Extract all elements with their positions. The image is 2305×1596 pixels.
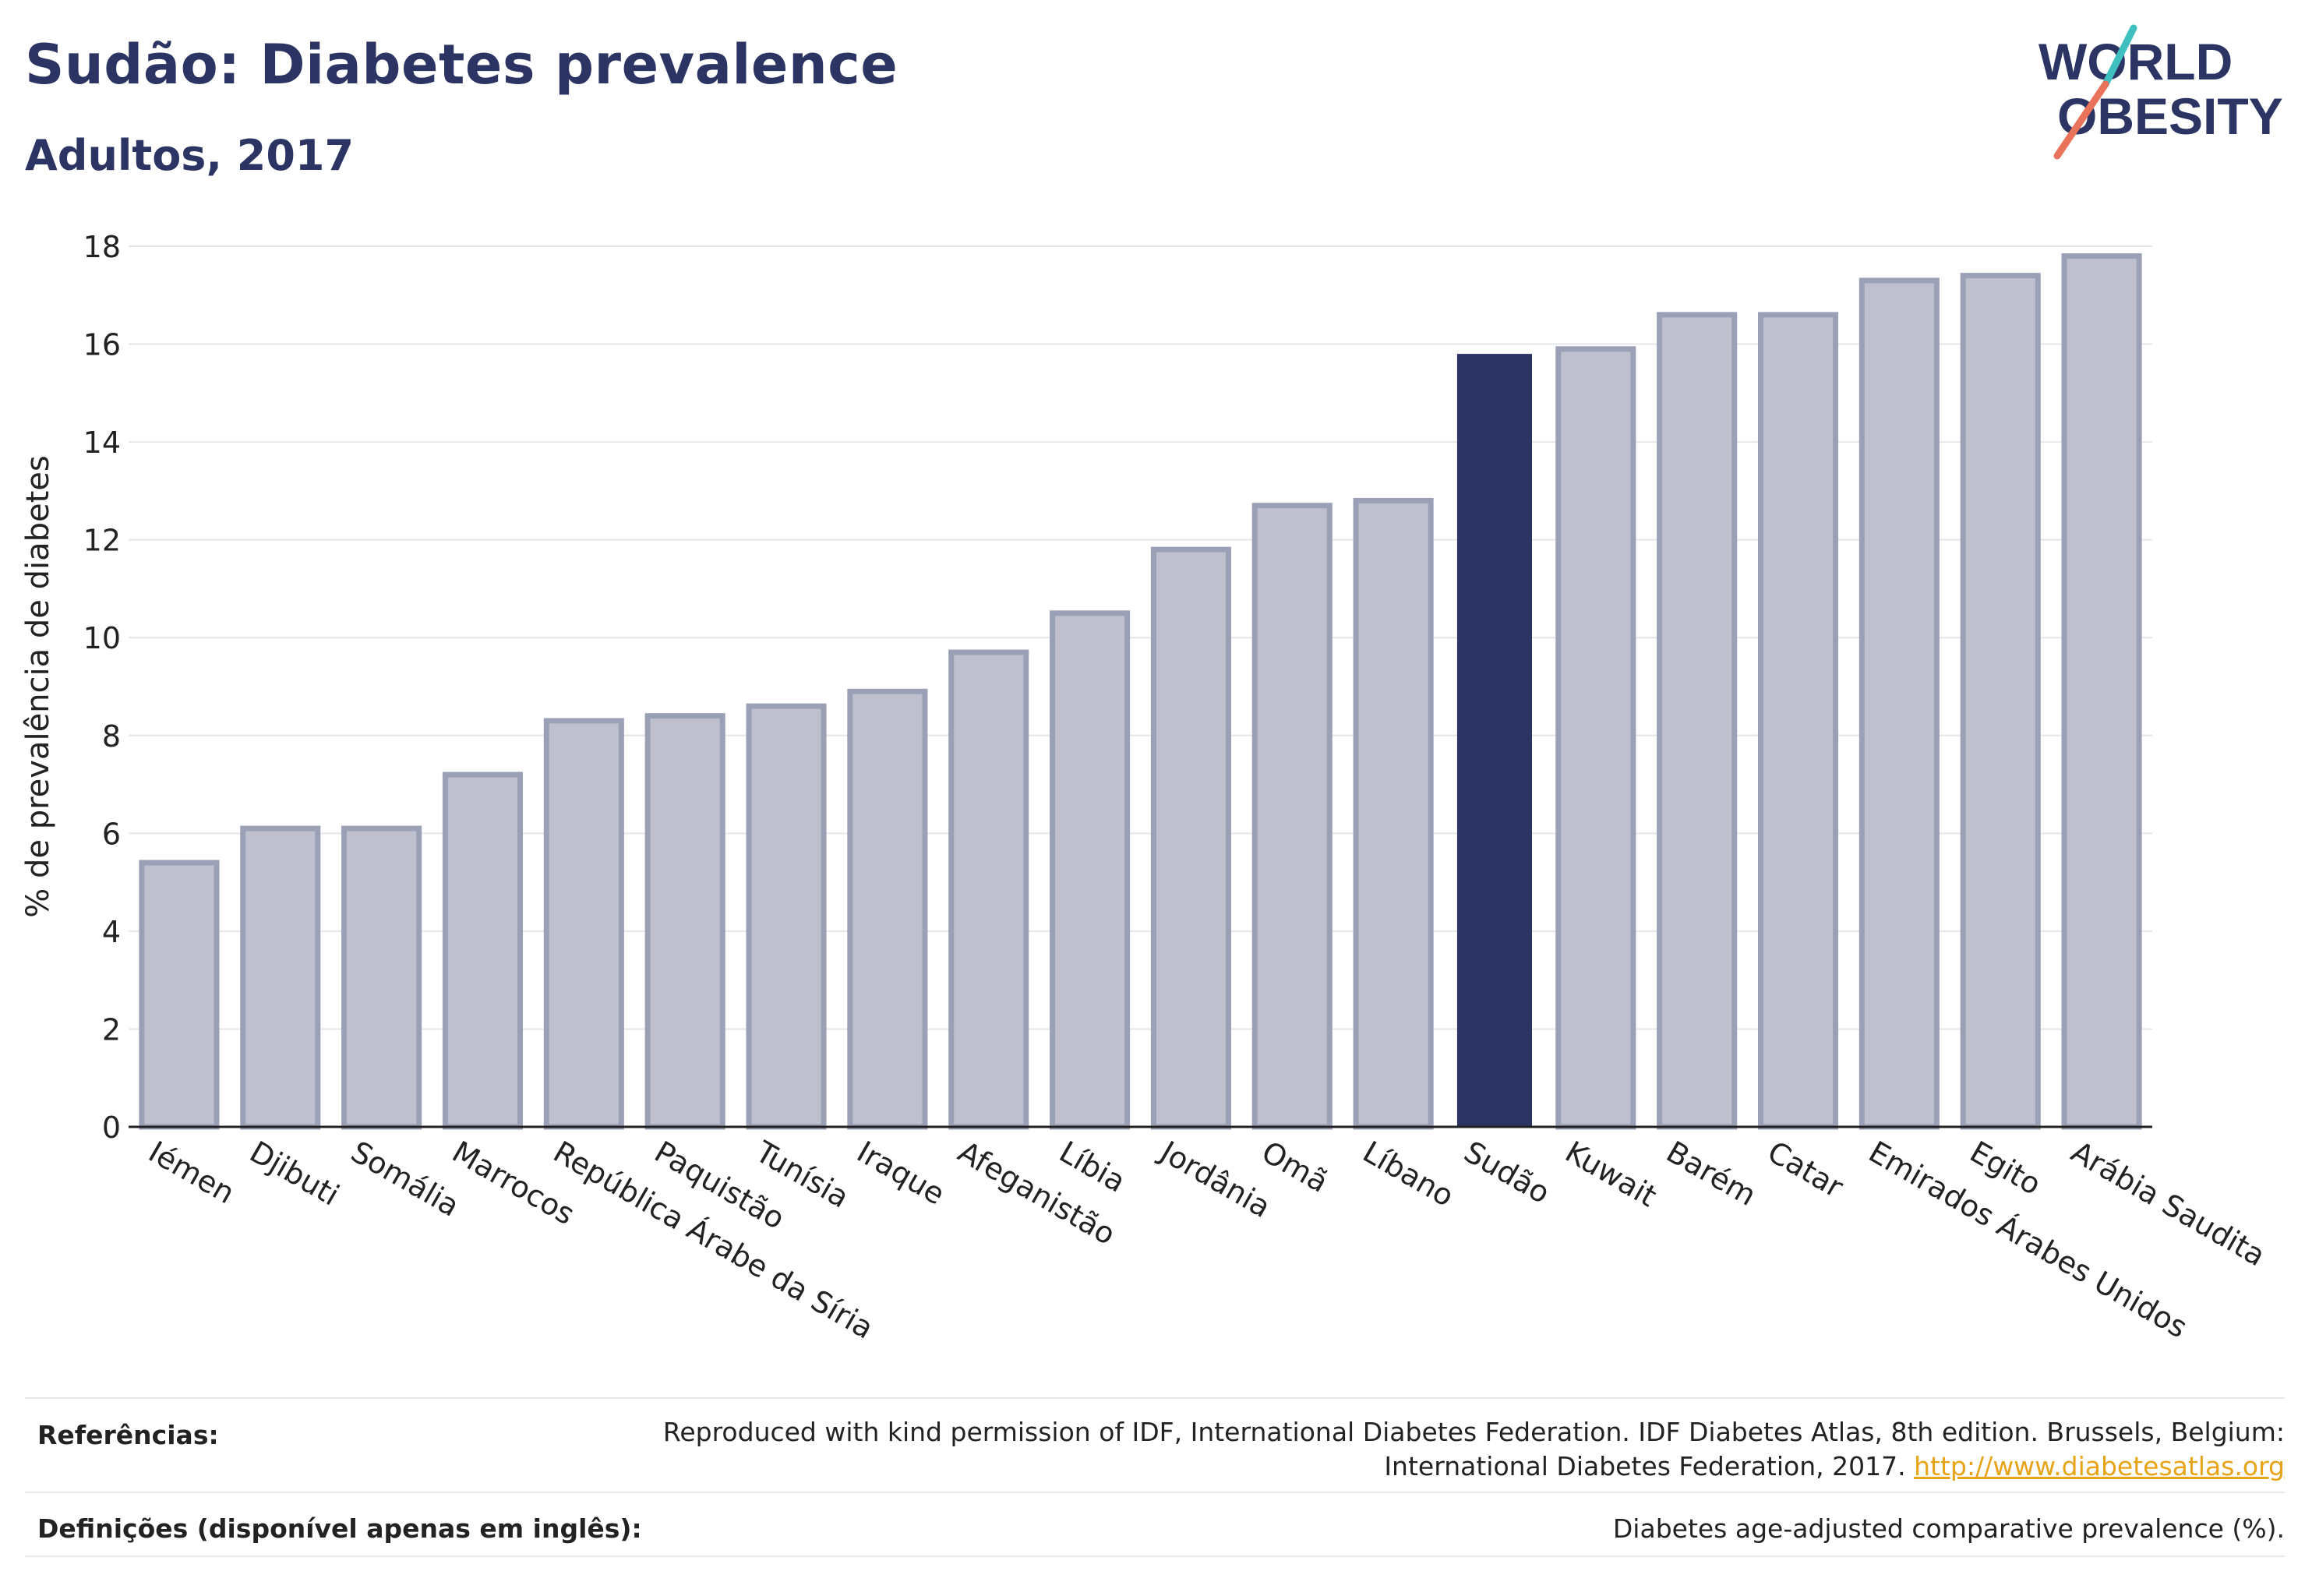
footer-divider-bottom (25, 1555, 2285, 1557)
bars (139, 253, 2142, 1130)
bar-Paquistão[interactable] (644, 713, 725, 1130)
y-tick-label: 12 (83, 524, 121, 558)
bar-Emirados Árabes Unidos[interactable] (1858, 277, 1940, 1130)
x-tick-label: Jordânia (1153, 1134, 1276, 1224)
y-tick-label: 10 (83, 621, 121, 655)
bar-Iémen[interactable] (139, 860, 220, 1130)
bar-Arábia Saudita[interactable] (2061, 253, 2142, 1130)
references-label: Referências: (37, 1420, 219, 1450)
logo-slash-coral (2053, 80, 2109, 160)
bar-Jordânia[interactable] (1150, 546, 1231, 1130)
bar-Egito[interactable] (1960, 273, 2041, 1130)
page-title: Sudão: Diabetes prevalence (25, 33, 898, 97)
bar-Líbano[interactable] (1353, 497, 1434, 1130)
x-tick-label: Somália (345, 1135, 465, 1223)
x-tick-label: Líbano (1357, 1135, 1460, 1213)
logo-line1: WORLD (2038, 33, 2233, 90)
bar-Kuwait[interactable] (1555, 346, 1636, 1130)
x-tick-label: Djibuti (244, 1135, 344, 1213)
references-line2: International Diabetes Federation, 2017. (1384, 1451, 1906, 1481)
x-tick-label: Sudão (1458, 1135, 1555, 1211)
definitions-text: Diabetes age-adjusted comparative preval… (1612, 1513, 2285, 1544)
x-tick-label: Catar (1762, 1135, 1849, 1205)
references-link[interactable]: http://www.diabetesatlas.org (1914, 1451, 2285, 1481)
y-tick-label: 14 (83, 425, 121, 460)
y-tick-label: 8 (102, 719, 121, 754)
references-line1: Reproduced with kind permission of IDF, … (662, 1417, 2285, 1447)
y-tick-label: 4 (102, 915, 121, 949)
bar-Catar[interactable] (1757, 312, 1839, 1130)
y-tick-label: 6 (102, 817, 121, 851)
y-tick-label: 16 (83, 328, 121, 362)
x-tick-label: Kuwait (1559, 1135, 1662, 1214)
bar-República Árabe da Síria[interactable] (543, 718, 624, 1130)
references-line2-wrap: International Diabetes Federation, 2017.… (663, 1449, 2285, 1484)
bar-Sudão[interactable] (1456, 354, 1533, 1128)
bar-Tunísia[interactable] (746, 703, 827, 1130)
references-text: Reproduced with kind permission of IDF, … (663, 1415, 2285, 1484)
bar-Djibuti[interactable] (240, 825, 321, 1130)
x-tick-label: Iraque (851, 1135, 950, 1212)
bar-Somália[interactable] (341, 825, 422, 1130)
bar-Marrocos[interactable] (442, 772, 524, 1130)
y-tick-label: 0 (102, 1110, 121, 1145)
y-axis-label: % de prevalência de diabetes (20, 455, 56, 917)
bar-Afeganistão[interactable] (948, 649, 1029, 1130)
footer-divider-top (25, 1397, 2285, 1399)
bar-chart: 0 2 4 6 8 10 12 14 16 18 Iémen Djibuti SomáliaMarro… (20, 230, 2271, 1346)
bar-Omã[interactable] (1251, 503, 1333, 1130)
bar-Líbia[interactable] (1050, 610, 1131, 1130)
page-subtitle: Adultos, 2017 (25, 131, 355, 180)
y-axis-ticks: 0 2 4 6 8 10 12 14 16 18 (83, 230, 121, 1145)
y-tick-label: 2 (102, 1012, 121, 1047)
bar-Barém[interactable] (1657, 312, 1738, 1130)
bar-Iraque[interactable] (847, 688, 928, 1130)
x-tick-label: Iémen (143, 1135, 240, 1211)
world-obesity-logo[interactable]: WORLD OBESITY (2034, 23, 2291, 164)
definitions-label: Definições (disponível apenas em inglês)… (37, 1513, 642, 1544)
footer-divider-mid (25, 1492, 2285, 1493)
gridlines (129, 245, 2152, 1030)
x-tick-label: Arábia Saudita (2066, 1135, 2271, 1273)
y-tick-label: 18 (83, 230, 121, 264)
x-tick-label: Barém (1661, 1135, 1762, 1213)
logo-slash-teal (2102, 24, 2137, 88)
